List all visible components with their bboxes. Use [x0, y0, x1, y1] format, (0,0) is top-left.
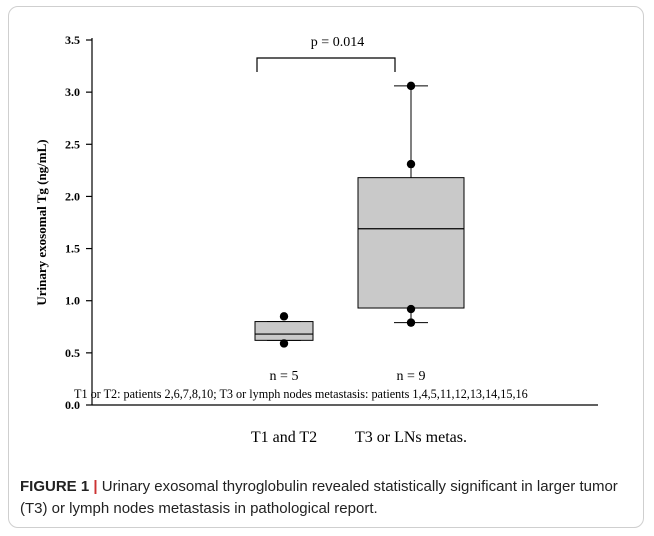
- figure-label: FIGURE 1: [20, 478, 90, 495]
- x-category-label: T3 or LNs metas.: [355, 429, 467, 446]
- y-axis-title: Urinary exosomal Tg (ng/mL): [34, 139, 49, 305]
- n-label: n = 9: [397, 369, 426, 384]
- box: [357, 177, 465, 309]
- caption-text: Urinary exosomal thyroglobulin revealed …: [20, 478, 618, 517]
- boxes: [254, 57, 465, 348]
- y-tick-label: 1.0: [65, 294, 80, 308]
- chart-footnote: T1 or T2: patients 2,6,7,8,10; T3 or lym…: [74, 387, 528, 401]
- data-point: [406, 159, 416, 169]
- significance-bracket: [256, 57, 396, 72]
- box: [254, 321, 314, 341]
- data-point: [279, 312, 289, 321]
- y-tick-label: 3.0: [65, 85, 80, 99]
- data-point: [279, 339, 289, 348]
- data-point: [406, 81, 416, 91]
- y-tick-label: 2.0: [65, 189, 80, 203]
- y-tick-label: 3.5: [65, 33, 80, 47]
- y-tick-label: 0.0: [65, 398, 80, 412]
- figure-caption: FIGURE 1 | Urinary exosomal thyroglobuli…: [20, 476, 634, 520]
- axes: 0.0 0.5 1.0 1.5 2.0 2.5 3.0 3.5 Urinary exosomal…: [34, 33, 598, 412]
- box-plot-chart: 0.0 0.5 1.0 1.5 2.0 2.5 3.0 3.5 Urinary exosomal…: [34, 33, 598, 446]
- y-tick-label: 2.5: [65, 137, 80, 151]
- caption-separator: |: [93, 478, 98, 495]
- data-point: [406, 304, 416, 314]
- y-tick-label: 0.5: [65, 346, 80, 360]
- labels: T1 and T2 T3 or LNs metas. n = 5 n = 9 p = 0…: [74, 35, 528, 446]
- figure-frame: [8, 6, 644, 528]
- n-label: n = 5: [270, 369, 299, 384]
- y-tick-label: 1.5: [65, 242, 80, 256]
- data-point: [406, 318, 416, 327]
- p-value-label: p = 0.014: [311, 35, 364, 50]
- x-category-label: T1 and T2: [251, 429, 317, 446]
